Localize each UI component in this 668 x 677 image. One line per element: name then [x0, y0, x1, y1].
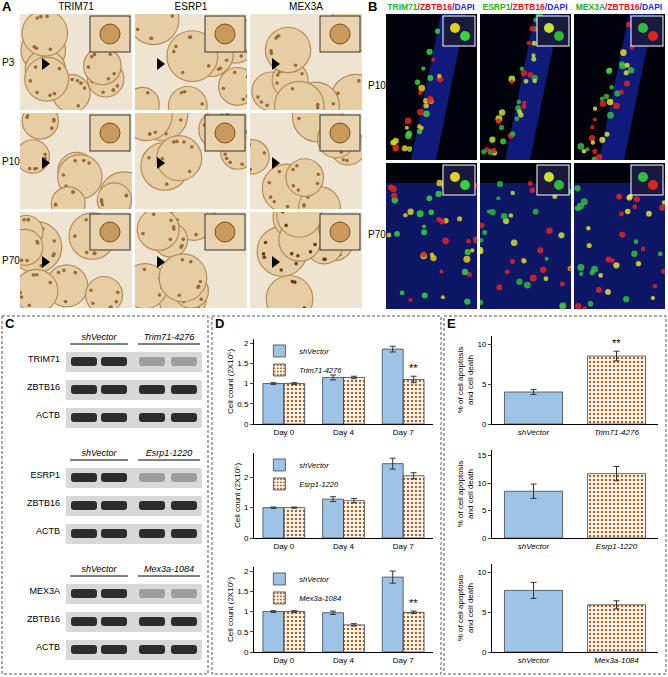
svg-text:5: 5 [482, 506, 487, 515]
svg-text:0: 0 [482, 420, 487, 429]
svg-text:Cell count (2X10⁵): Cell count (2X10⁵) [233, 463, 242, 528]
svg-text:**: ** [409, 362, 418, 374]
svg-text:ESRP1: ESRP1 [30, 470, 60, 480]
svg-text:Mex3a-1084: Mex3a-1084 [144, 564, 194, 574]
svg-text:2: 2 [244, 567, 249, 576]
svg-text:Day 0: Day 0 [273, 542, 294, 551]
svg-text:shVector: shVector [81, 564, 117, 574]
svg-text:5: 5 [482, 380, 487, 389]
svg-text:shVector: shVector [518, 542, 550, 551]
svg-text:C: C [5, 316, 15, 331]
svg-text:Day 7: Day 7 [393, 542, 414, 551]
svg-text:Day 7: Day 7 [393, 656, 414, 665]
svg-text:shVector: shVector [299, 347, 329, 356]
svg-text:5: 5 [482, 608, 487, 617]
svg-text:TRIM71/ZBTB16/DAPI: TRIM71/ZBTB16/DAPI [387, 2, 474, 12]
svg-text:shVector: shVector [518, 428, 550, 437]
svg-text:P70: P70 [368, 229, 386, 240]
svg-text:0: 0 [482, 648, 487, 657]
svg-text:ACTB: ACTB [36, 642, 60, 652]
svg-text:Day 4: Day 4 [333, 656, 354, 665]
svg-text:B: B [368, 0, 377, 14]
svg-text:2: 2 [244, 473, 249, 482]
svg-text:1.5: 1.5 [237, 359, 249, 368]
svg-text:E: E [447, 316, 456, 331]
svg-text:Mex3a-1084: Mex3a-1084 [594, 656, 639, 665]
svg-text:ESRP1: ESRP1 [175, 1, 208, 12]
svg-text:P70: P70 [2, 255, 20, 266]
svg-text:shVector: shVector [81, 448, 117, 458]
svg-text:Day 4: Day 4 [333, 542, 354, 551]
svg-text:Mex3a-1084: Mex3a-1084 [299, 594, 341, 603]
svg-text:Trim71-4276: Trim71-4276 [299, 366, 342, 375]
svg-text:1: 1 [244, 503, 249, 512]
svg-text:0: 0 [244, 534, 249, 543]
svg-text:**: ** [409, 597, 418, 609]
svg-text:Cell count (2X10⁵): Cell count (2X10⁵) [226, 577, 235, 642]
svg-text:Day 4: Day 4 [333, 428, 354, 437]
svg-text:Cell count (2X10⁵): Cell count (2X10⁵) [226, 349, 235, 414]
svg-text:1: 1 [244, 607, 249, 616]
svg-text:MEX3A: MEX3A [29, 586, 60, 596]
svg-text:shVector: shVector [299, 575, 329, 584]
svg-text:0: 0 [482, 534, 487, 543]
svg-text:shVector: shVector [299, 461, 329, 470]
svg-text:0.5: 0.5 [237, 628, 249, 637]
svg-text:Esrp1-1220: Esrp1-1220 [146, 448, 193, 458]
svg-text:Trim71-4276: Trim71-4276 [144, 332, 194, 342]
svg-text:D: D [215, 316, 224, 331]
svg-text:Trim71-4276: Trim71-4276 [594, 428, 639, 437]
svg-text:2: 2 [244, 339, 249, 348]
svg-text:0: 0 [244, 648, 249, 657]
svg-text:A: A [2, 0, 12, 14]
svg-text:1: 1 [244, 379, 249, 388]
svg-text:ZBTB16: ZBTB16 [27, 614, 60, 624]
svg-text:shVector: shVector [518, 656, 550, 665]
svg-text:0: 0 [244, 420, 249, 429]
svg-text:% of cell apoptosisand cell de: % of cell apoptosisand cell death [456, 575, 475, 642]
svg-text:10: 10 [477, 568, 486, 577]
svg-text:TRIM71: TRIM71 [58, 1, 94, 12]
svg-text:Day 7: Day 7 [393, 428, 414, 437]
svg-text:ACTB: ACTB [36, 526, 60, 536]
svg-text:Day 0: Day 0 [273, 428, 294, 437]
svg-text:% of cell apoptosisand cell de: % of cell apoptosisand cell death [456, 461, 475, 528]
svg-text:P3: P3 [2, 57, 15, 68]
svg-text:ZBTB16: ZBTB16 [27, 382, 60, 392]
svg-text:Esrp1-1220: Esrp1-1220 [299, 480, 339, 489]
svg-text:MEX3A/ZBTB16/DAPI: MEX3A/ZBTB16/DAPI [576, 2, 662, 12]
svg-text:Day 0: Day 0 [273, 656, 294, 665]
svg-text:% of cell apoptosisand cell de: % of cell apoptosisand cell death [456, 347, 475, 414]
svg-text:**: ** [612, 337, 621, 349]
svg-text:1.5: 1.5 [237, 587, 249, 596]
svg-text:15: 15 [477, 451, 486, 460]
svg-text:10: 10 [477, 479, 486, 488]
svg-text:10: 10 [477, 340, 486, 349]
svg-text:Esrp1-1220: Esrp1-1220 [596, 542, 638, 551]
svg-text:TRIM71: TRIM71 [28, 354, 60, 364]
svg-text:P10: P10 [2, 156, 20, 167]
svg-text:ACTB: ACTB [36, 410, 60, 420]
svg-text:ZBTB16: ZBTB16 [27, 498, 60, 508]
svg-text:P10: P10 [368, 80, 386, 91]
svg-text:ESRP1/ZBTB16/DAPI: ESRP1/ZBTB16/DAPI [482, 2, 567, 12]
svg-text:MEX3A: MEX3A [289, 1, 323, 12]
svg-text:0.5: 0.5 [237, 400, 249, 409]
svg-text:shVector: shVector [81, 332, 117, 342]
